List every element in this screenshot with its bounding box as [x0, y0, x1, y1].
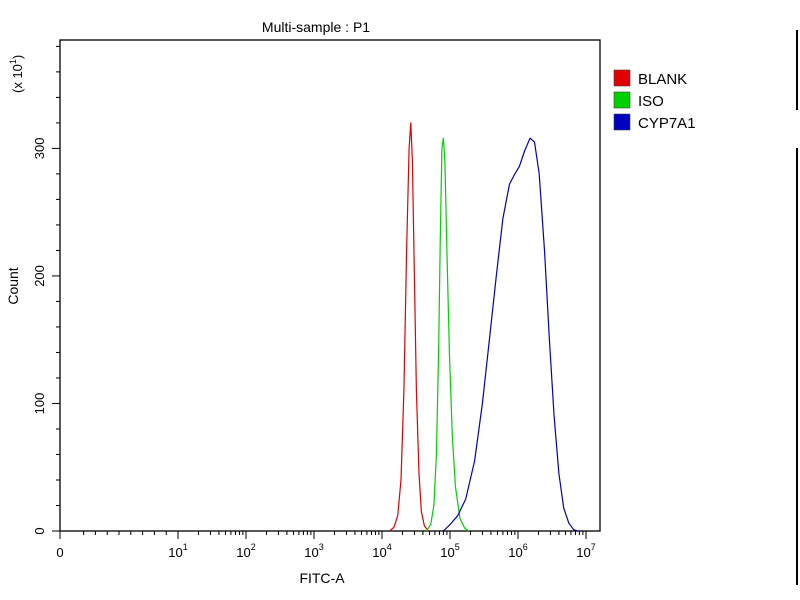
y-tick-label: 200: [32, 265, 47, 287]
y-tick-label: 300: [32, 138, 47, 160]
legend-label-iso: ISO: [638, 93, 664, 110]
x-tick-label-exponent: 4: [387, 542, 392, 552]
series-line-iso: [425, 137, 470, 532]
x-tick-label-base: 10: [440, 545, 454, 560]
axes-frame: [59, 39, 601, 532]
legend-label-cyp7a1: CYP7A1: [638, 115, 696, 132]
x-tick-label-base: 10: [576, 545, 590, 560]
x-tick-label: 0: [56, 545, 63, 560]
x-tick-label-base: 10: [236, 545, 250, 560]
y-multiplier: (x 101): [8, 55, 25, 93]
x-tick-label-exponent: 6: [523, 542, 528, 552]
y-tick-label: 0: [32, 527, 47, 534]
x-tick-label-base: 10: [304, 545, 318, 560]
y-tick-label: 100: [32, 393, 47, 415]
y-multiplier-suffix: ): [10, 55, 25, 59]
x-axis-label: FITC-A: [299, 570, 345, 586]
y-multiplier-exponent: 1: [8, 59, 18, 64]
series-line-cyp7a1: [442, 137, 578, 532]
legend-label-blank: BLANK: [638, 71, 687, 88]
x-tick-label-base: 10: [508, 545, 522, 560]
x-tick-label-exponent: 3: [319, 542, 324, 552]
legend-swatch-iso: [613, 91, 631, 109]
x-tick-label: 104: [372, 542, 391, 560]
legend-swatch-cyp7a1: [613, 113, 631, 131]
x-tick-label-base: 10: [372, 545, 386, 560]
x-tick-label-base: 10: [168, 545, 182, 560]
x-tick-label-base: 0: [56, 545, 63, 560]
x-tick-label: 102: [236, 542, 255, 560]
x-tick-label: 106: [508, 542, 527, 560]
y-axis-label: Count: [5, 267, 21, 304]
series-line-blank: [389, 122, 429, 532]
x-tick-label: 105: [440, 542, 459, 560]
x-tick-label-exponent: 7: [591, 542, 596, 552]
y-multiplier-prefix: (x 10: [10, 64, 25, 93]
chart-title: Multi-sample : P1: [262, 19, 370, 35]
x-tick-label-exponent: 2: [251, 542, 256, 552]
legend: BLANK ISO CYP7A1: [613, 69, 696, 132]
legend-swatch-blank: [613, 69, 631, 87]
x-tick-label: 101: [168, 542, 187, 560]
x-tick-label-exponent: 1: [183, 542, 188, 552]
x-tick-label-exponent: 5: [455, 542, 460, 552]
y-multiplier-label: (x 101): [8, 55, 25, 93]
x-tick-label: 107: [576, 542, 595, 560]
x-tick-label: 103: [304, 542, 323, 560]
